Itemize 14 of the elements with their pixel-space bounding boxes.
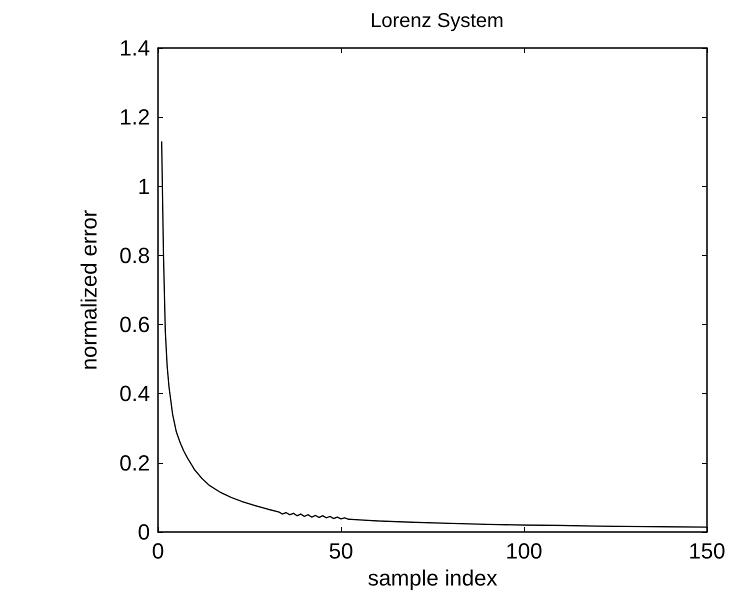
- y-tick-label: 0: [138, 520, 150, 544]
- x-tick-label: 100: [506, 538, 542, 564]
- chart-title: Lorenz System: [370, 10, 504, 32]
- y-axis-title: normalized error: [76, 210, 102, 370]
- x-tick-label: 150: [688, 538, 726, 564]
- y-tick-label: 1.2: [119, 104, 150, 130]
- y-tick-label: 0.2: [119, 450, 150, 476]
- y-tick-label: 1.4: [119, 36, 150, 60]
- x-axis-title: sample index: [368, 565, 498, 590]
- y-tick-label: 0.4: [119, 381, 150, 406]
- y-tick-label: 1: [138, 174, 150, 199]
- y-tick-label: 0.8: [119, 242, 150, 268]
- y-tick-label: 0.6: [119, 312, 150, 338]
- x-tick-label: 50: [328, 538, 354, 564]
